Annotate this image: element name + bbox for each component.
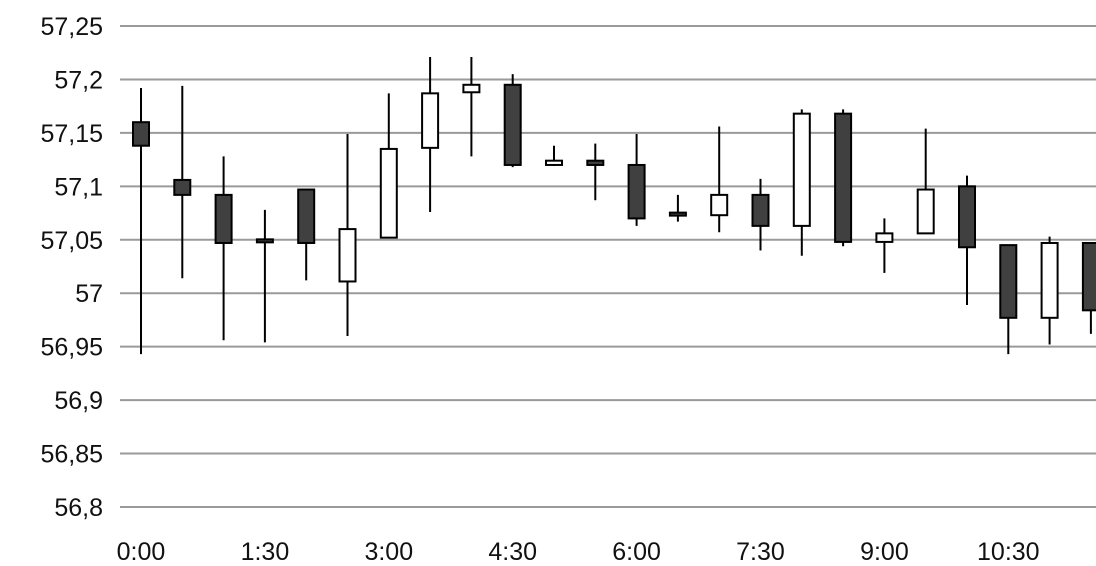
candle (834, 109, 853, 247)
x-axis-tick-labels: 0:00 1:30 3:00 4:30 6:00 7:30 9:00 10:30 (117, 538, 1040, 566)
candle-body-up (1040, 241, 1059, 319)
candle (421, 56, 440, 212)
candle-body-down (132, 121, 150, 147)
candle (214, 156, 233, 341)
candle-body-down (751, 193, 770, 227)
candle-body-up (710, 193, 729, 217)
candle-body-down (627, 163, 646, 220)
x-tick-label: 10:30 (977, 538, 1040, 566)
candle-body-down (255, 238, 274, 244)
x-tick-label: 3:00 (364, 538, 413, 566)
y-tick-label: 57,15 (40, 120, 103, 148)
candle (173, 85, 192, 279)
candle (668, 194, 687, 222)
candle-body-up (421, 92, 440, 149)
candle (255, 209, 274, 343)
candle-body-down (668, 211, 687, 217)
candle-body-up (792, 112, 811, 227)
candle (586, 143, 605, 201)
candle-body-down (834, 112, 853, 243)
y-tick-label: 57,05 (40, 227, 103, 255)
candle-body-up (338, 228, 357, 283)
candle-body-down (297, 188, 316, 244)
candle-body-up (379, 147, 398, 239)
candle-body-down (214, 193, 233, 244)
candle-body-down (958, 185, 976, 249)
candle (1081, 241, 1096, 334)
y-tick-label: 57 (75, 280, 103, 308)
candle (792, 109, 811, 256)
candle-body-down (1081, 241, 1096, 312)
y-tick-label: 56,9 (54, 387, 103, 415)
candle-body-up (545, 159, 563, 166)
candle (999, 244, 1018, 355)
x-tick-label: 1:30 (241, 538, 290, 566)
x-tick-label: 4:30 (488, 538, 537, 566)
candle (875, 218, 894, 273)
candle (462, 56, 481, 157)
y-tick-label: 56,95 (40, 334, 103, 362)
x-tick-label: 6:00 (612, 538, 661, 566)
candle (379, 93, 398, 239)
candle (958, 175, 976, 305)
candle (751, 178, 770, 251)
candle-body-down (503, 83, 522, 166)
candle-body-up (916, 188, 935, 235)
x-tick-label: 7:30 (736, 538, 785, 566)
y-axis-tick-labels: 56,8 56,85 56,9 56,95 57 57,05 57,1 57,15 57,2 57… (40, 13, 103, 522)
candle (545, 145, 563, 167)
candle (338, 133, 357, 336)
y-tick-label: 57,2 (54, 66, 103, 94)
candle-body-up (462, 83, 481, 94)
y-tick-label: 57,25 (40, 13, 103, 41)
candle-body-down (586, 159, 605, 166)
candle (627, 133, 646, 226)
candle (132, 87, 150, 355)
candles (132, 56, 1096, 355)
candle (503, 74, 522, 168)
x-tick-label: 9:00 (860, 538, 909, 566)
gridlines (120, 25, 1096, 508)
y-tick-label: 56,85 (40, 441, 103, 469)
y-tick-label: 57,1 (54, 173, 103, 201)
candle (710, 126, 729, 233)
candle (1040, 236, 1059, 345)
x-tick-label: 0:00 (117, 538, 166, 566)
candle-body-down (173, 178, 192, 196)
y-tick-label: 56,8 (54, 494, 103, 522)
candle-body-down (999, 244, 1018, 319)
candle (297, 188, 316, 281)
candle-body-up (875, 232, 894, 243)
candle (916, 128, 935, 235)
